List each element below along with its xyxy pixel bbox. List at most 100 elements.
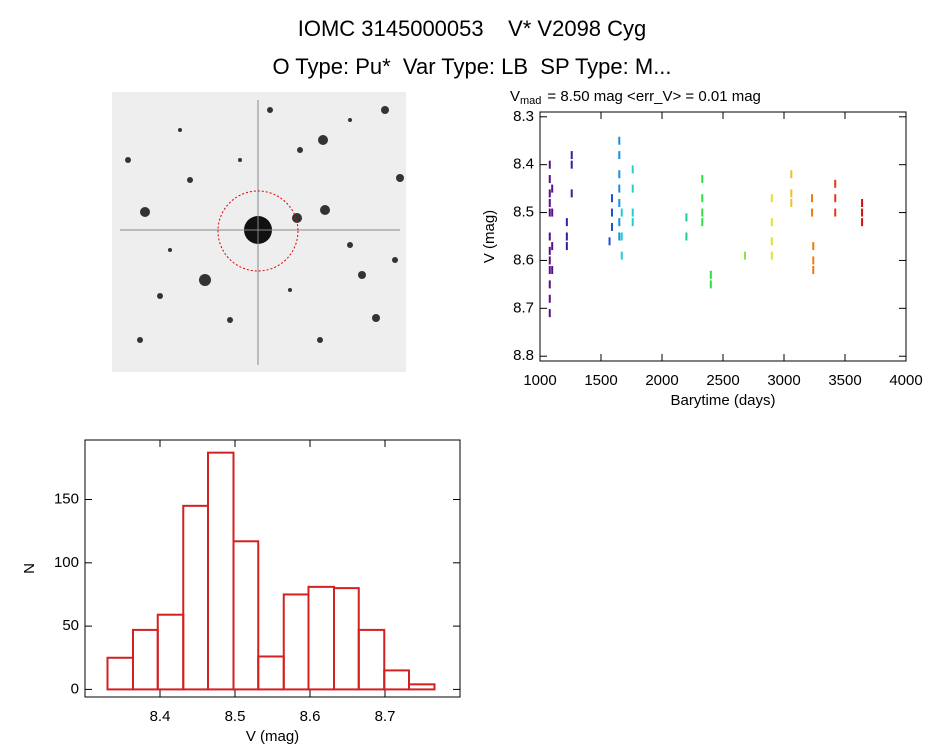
data-point: [548, 198, 551, 207]
y-tick-label: 150: [54, 490, 79, 507]
data-point: [548, 266, 551, 275]
data-point: [709, 280, 712, 289]
data-point: [790, 198, 793, 207]
data-point: [861, 208, 864, 217]
data-point: [620, 208, 623, 217]
y-axis-label: N: [21, 563, 38, 574]
y-tick-label: 8.3: [513, 108, 534, 125]
chart-title: Vmad = 8.50 mag <err_V> = 0.01 mag: [510, 88, 761, 107]
y-tick-label: 8.7: [513, 299, 534, 316]
y-tick-label: 8.4: [513, 156, 534, 173]
histogram-bar: [257, 655, 285, 691]
x-tick-label: 8.5: [225, 708, 246, 725]
x-tick-label: 8.4: [150, 708, 171, 725]
data-point: [790, 189, 793, 198]
histogram-bar: [156, 613, 185, 691]
data-point: [861, 198, 864, 207]
data-point: [618, 170, 621, 179]
data-point: [548, 309, 551, 318]
histogram-bar: [357, 628, 386, 691]
x-tick-label: 1000: [523, 372, 556, 389]
histogram-bar: [408, 683, 436, 691]
histogram-bar: [383, 669, 410, 691]
data-point: [811, 194, 814, 203]
data-point: [610, 222, 613, 231]
data-point: [551, 208, 554, 217]
title-subscript: mad: [520, 95, 541, 107]
data-point: [548, 175, 551, 184]
x-tick-label: 3000: [767, 372, 800, 389]
data-point: [701, 208, 704, 217]
data-point: [834, 208, 837, 217]
data-point: [743, 251, 746, 260]
data-point: [551, 184, 554, 193]
data-point: [701, 175, 704, 184]
x-axis-label: V (mag): [246, 728, 299, 745]
data-point: [631, 165, 634, 174]
data-point: [548, 294, 551, 303]
histogram-bar: [307, 585, 335, 691]
y-tick-label: 8.5: [513, 204, 534, 221]
data-point: [620, 232, 623, 241]
x-tick-label: 8.7: [375, 708, 396, 725]
x-tick-label: 2000: [645, 372, 678, 389]
histogram-bar: [182, 504, 209, 691]
data-point: [551, 242, 554, 251]
y-axis-label: V (mag): [481, 210, 498, 263]
x-tick-label: 1500: [584, 372, 617, 389]
x-axis-label: Barytime (days): [670, 392, 775, 409]
sky-image: [112, 92, 406, 372]
data-point: [620, 251, 623, 260]
data-point: [618, 136, 621, 145]
plot-frame: [84, 439, 461, 698]
data-point: [811, 208, 814, 217]
data-point: [701, 194, 704, 203]
data-point: [812, 266, 815, 275]
x-tick-label: 2500: [706, 372, 739, 389]
data-point: [618, 198, 621, 207]
histogram-bar: [106, 656, 134, 691]
title-symbol: V: [510, 88, 520, 105]
data-point: [631, 218, 634, 227]
data-point: [709, 270, 712, 279]
y-tick-label: 0: [71, 680, 79, 697]
x-tick-label: 3500: [828, 372, 861, 389]
plot-frame: [539, 111, 907, 362]
data-point: [701, 218, 704, 227]
data-point: [618, 184, 621, 193]
data-point: [770, 251, 773, 260]
data-point: [618, 151, 621, 160]
data-point: [548, 232, 551, 241]
title-text: = 8.50 mag <err_V> = 0.01 mag: [547, 88, 760, 105]
y-tick-label: 8.8: [513, 347, 534, 364]
data-point: [548, 160, 551, 169]
x-tick-label: 8.6: [300, 708, 321, 725]
data-point: [834, 194, 837, 203]
data-point: [570, 151, 573, 160]
histogram-bar: [132, 628, 159, 691]
y-tick-label: 50: [62, 617, 79, 634]
histogram-bar: [207, 451, 235, 691]
data-point: [631, 208, 634, 217]
histogram-bar: [333, 587, 360, 691]
data-point: [548, 189, 551, 198]
data-point: [834, 179, 837, 188]
y-tick-label: 8.6: [513, 251, 534, 268]
data-point: [770, 237, 773, 246]
data-point: [812, 256, 815, 265]
histogram-bar: [232, 540, 260, 691]
page-subtitle: O Type: Pu* Var Type: LB SP Type: M...: [272, 54, 671, 79]
data-point: [551, 266, 554, 275]
data-point: [548, 246, 551, 255]
y-tick-label: 100: [54, 554, 79, 571]
data-point: [770, 218, 773, 227]
data-point: [570, 160, 573, 169]
data-point: [565, 242, 568, 251]
data-point: [685, 232, 688, 241]
data-point: [770, 194, 773, 203]
data-point: [685, 213, 688, 222]
histogram-bar: [282, 593, 310, 691]
data-point: [790, 170, 793, 179]
data-point: [570, 189, 573, 198]
